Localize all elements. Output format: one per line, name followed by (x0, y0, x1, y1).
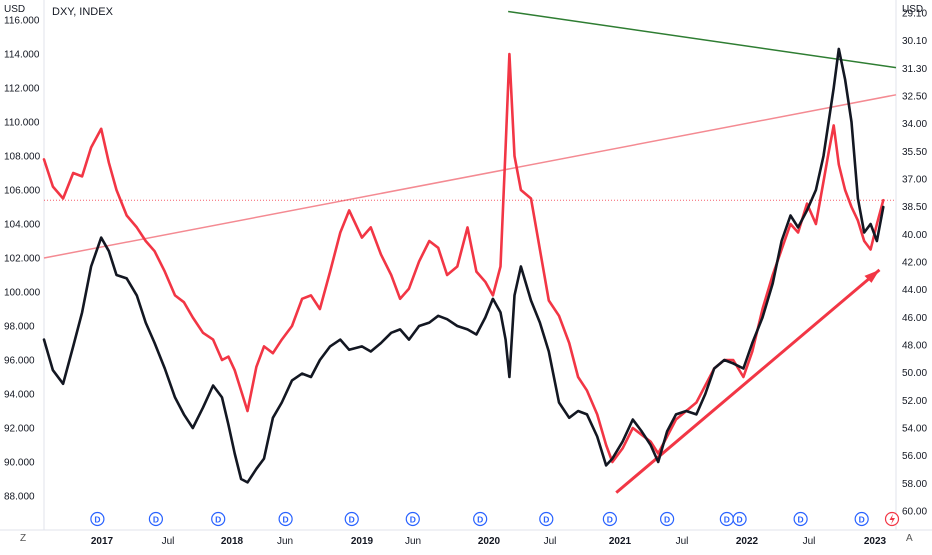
left-axis-tick: 114.000 (4, 50, 40, 61)
right-axis-tick: 58.00 (902, 479, 927, 490)
left-axis-tick: 106.000 (4, 186, 41, 197)
x-axis-label: Jul (544, 536, 557, 547)
right-axis-tick: 50.00 (902, 368, 927, 379)
dividend-marker-label: D (283, 515, 289, 525)
right-axis-tick: 46.00 (902, 313, 927, 324)
dividend-marker[interactable] (405, 511, 420, 527)
dividend-marker[interactable] (660, 511, 675, 527)
dividend-marker-label: D (737, 515, 743, 525)
dividend-marker[interactable] (732, 511, 747, 527)
right-axis-tick: 29.10 (902, 9, 927, 20)
right-axis-tick: 54.00 (902, 424, 927, 435)
x-axis-label: 2017 (91, 536, 114, 547)
right-axis-tick: 42.00 (902, 258, 927, 269)
dividend-marker-label: D (859, 515, 865, 525)
x-axis-label: 2020 (478, 536, 501, 547)
x-axis-label: 2023 (864, 536, 887, 547)
x-axis-label: 2018 (221, 536, 244, 547)
dividend-marker-label: D (543, 515, 549, 525)
dividend-marker[interactable] (854, 511, 869, 527)
left-axis-tick: 110.000 (4, 118, 40, 129)
x-axis-label: 2022 (736, 536, 759, 547)
dividend-marker-label: D (410, 515, 416, 525)
x-axis-label: Jul (162, 536, 175, 547)
trendline-arrowhead (864, 269, 880, 283)
left-axis-tick: 98.000 (4, 322, 35, 333)
trendline[interactable] (43, 94, 897, 259)
left-axis-unit: USD (4, 4, 26, 15)
right-axis-tick: 44.00 (902, 285, 927, 296)
dividend-marker-label: D (477, 515, 483, 525)
left-axis-tick: 100.000 (4, 288, 41, 299)
trendline[interactable] (508, 10, 897, 69)
dividend-marker[interactable] (602, 511, 617, 527)
dividend-marker[interactable] (793, 511, 808, 527)
right-axis-tick: 31.30 (902, 64, 927, 75)
dividend-marker[interactable] (148, 511, 164, 527)
dividend-marker-label: D (607, 515, 613, 525)
left-axis-tick: 94.000 (4, 390, 35, 401)
dividend-marker[interactable] (211, 511, 226, 527)
right-axis-tick: 60.00 (902, 507, 927, 518)
dividend-marker[interactable] (90, 511, 105, 527)
right-axis-tick: 32.50 (902, 92, 927, 103)
right-axis-tick: 52.00 (902, 396, 927, 407)
right-axis-tick: 38.50 (902, 202, 927, 213)
x-axis-label: Jul (803, 536, 816, 547)
x-axis-label: Jun (277, 536, 293, 547)
dividend-marker[interactable] (539, 511, 554, 527)
left-axis-tick: 90.000 (4, 458, 35, 469)
right-axis-tick: 30.10 (902, 36, 927, 47)
dividend-marker-label: D (153, 515, 159, 525)
dividend-marker-label: D (349, 515, 355, 525)
left-axis-tick: 112.000 (4, 84, 40, 95)
lightning-icon (889, 514, 895, 525)
left-axis-tick: 96.000 (4, 356, 35, 367)
dividend-marker-label: D (664, 515, 670, 525)
chart-title: DXY, INDEX (52, 6, 113, 18)
black-series-line[interactable] (42, 47, 885, 484)
x-axis-label: Jul (676, 536, 689, 547)
dividend-marker[interactable] (278, 511, 293, 527)
right-axis-tick: 37.00 (902, 175, 927, 186)
dividend-marker[interactable] (344, 511, 359, 527)
zoom-toggle[interactable]: Z (20, 533, 27, 544)
left-axis-tick: 92.000 (4, 424, 35, 435)
left-axis-tick: 116.000 (4, 16, 40, 27)
left-axis-tick: 104.000 (4, 220, 41, 231)
x-axis-label: 2021 (609, 536, 632, 547)
dividend-marker-label: D (215, 515, 221, 525)
left-axis-tick: 102.000 (4, 254, 41, 265)
right-axis-tick: 40.00 (902, 230, 927, 241)
left-axis-tick: 88.000 (4, 492, 35, 503)
x-axis-label: Jun (405, 536, 421, 547)
right-axis-tick: 35.50 (902, 147, 927, 158)
x-axis-label: 2019 (351, 536, 374, 547)
right-axis-tick: 34.00 (902, 119, 927, 130)
dividend-marker-label: D (94, 515, 100, 525)
left-axis-tick: 108.000 (4, 152, 41, 163)
red-series-line[interactable] (42, 52, 885, 464)
right-axis-tick: 48.00 (902, 341, 927, 352)
dividend-marker-label: D (798, 515, 804, 525)
dividend-marker[interactable] (473, 511, 488, 527)
dividend-marker-label: D (724, 515, 730, 525)
right-axis-tick: 56.00 (902, 451, 927, 462)
auto-scale-toggle[interactable]: A (906, 533, 913, 544)
right-axis-unit: USD (902, 4, 924, 15)
